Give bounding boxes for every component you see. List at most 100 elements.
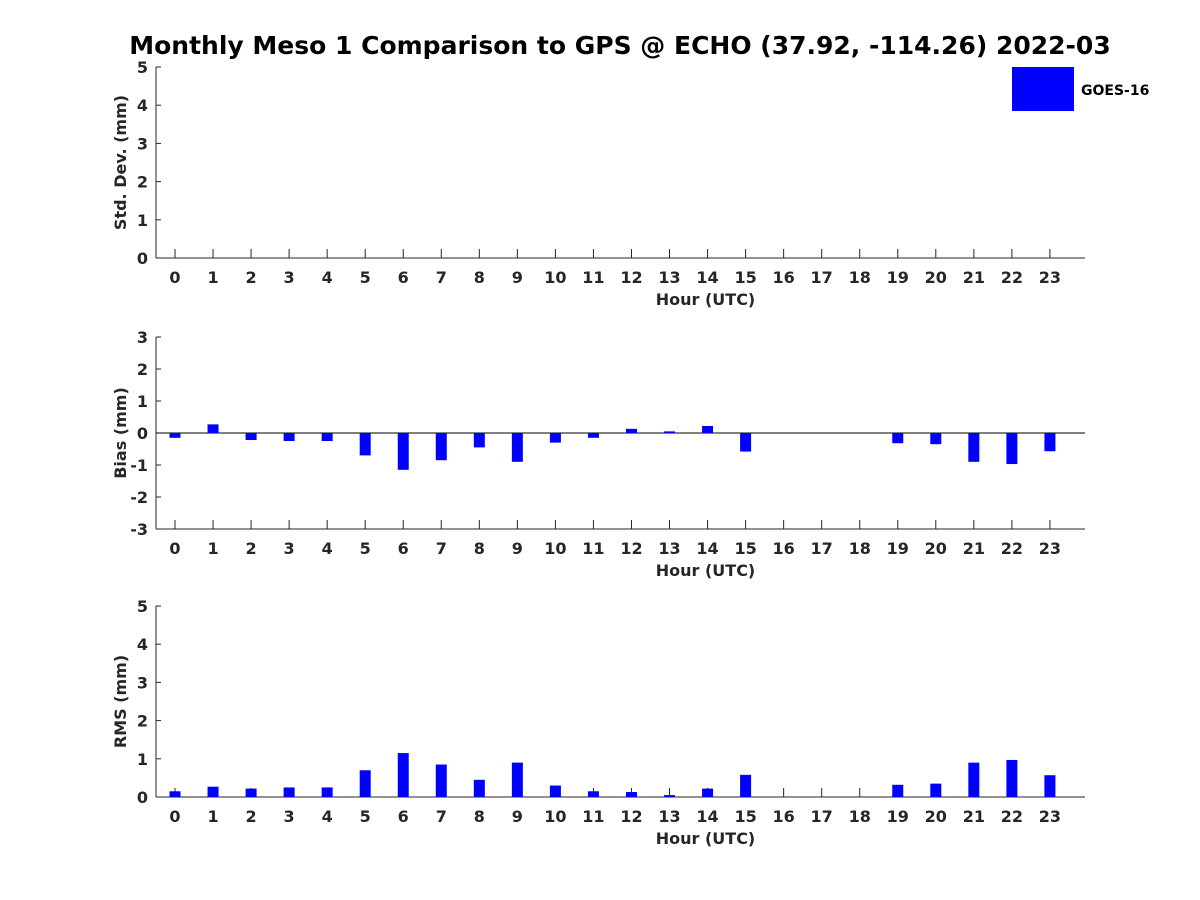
bar: [511, 433, 523, 462]
x-tick-label: 20: [925, 539, 947, 558]
y-tick-label: 3: [137, 673, 148, 692]
y-tick-label: 3: [137, 328, 148, 347]
x-tick-label: 21: [963, 268, 985, 287]
x-tick-label: 18: [849, 807, 871, 826]
bar: [587, 791, 599, 797]
x-tick-label: 5: [360, 268, 371, 287]
x-tick-label: 17: [811, 268, 833, 287]
x-tick-label: 21: [963, 807, 985, 826]
bar: [930, 433, 942, 445]
x-tick-label: 11: [582, 539, 604, 558]
x-tick-label: 8: [474, 539, 485, 558]
y-tick-label: 0: [137, 424, 148, 443]
x-tick-label: 19: [887, 539, 909, 558]
bar: [359, 433, 371, 456]
x-tick-label: 4: [322, 268, 333, 287]
bar: [587, 433, 599, 438]
x-tick-label: 22: [1001, 539, 1023, 558]
bar: [1006, 433, 1018, 465]
y-tick-label: 2: [137, 173, 148, 192]
y-tick-label: -1: [130, 456, 148, 475]
x-tick-label: 1: [207, 807, 218, 826]
x-tick-label: 9: [512, 268, 523, 287]
y-tick-label: 4: [137, 96, 148, 115]
x-tick-label: 0: [169, 539, 180, 558]
x-tick-label: 7: [436, 268, 447, 287]
bar: [930, 783, 942, 797]
bar: [1044, 433, 1056, 452]
x-tick-label: 22: [1001, 268, 1023, 287]
bar: [702, 788, 714, 797]
x-tick-label: 11: [582, 807, 604, 826]
x-tick-label: 20: [925, 268, 947, 287]
y-tick-label: -2: [130, 488, 148, 507]
legend-label: GOES-16: [1081, 83, 1149, 99]
x-tick-label: 11: [582, 268, 604, 287]
x-tick-label: 14: [696, 539, 718, 558]
x-tick-label: 2: [246, 807, 257, 826]
x-tick-label: 5: [360, 807, 371, 826]
x-tick-label: 21: [963, 539, 985, 558]
bar: [359, 770, 371, 797]
x-tick-label: 15: [734, 807, 756, 826]
bar: [664, 431, 676, 433]
x-tick-label: 0: [169, 807, 180, 826]
bar: [1006, 759, 1018, 797]
y-axis-label: RMS (mm): [111, 655, 130, 748]
x-tick-label: 6: [398, 268, 409, 287]
bar: [207, 424, 219, 433]
x-axis-label: Hour (UTC): [656, 829, 756, 848]
x-tick-label: 3: [284, 539, 295, 558]
x-tick-label: 13: [658, 268, 680, 287]
x-tick-label: 16: [773, 539, 795, 558]
x-tick-label: 13: [658, 807, 680, 826]
bar: [625, 792, 637, 797]
x-tick-label: 17: [811, 807, 833, 826]
y-tick-label: 1: [137, 392, 148, 411]
chart-title: Monthly Meso 1 Comparison to GPS @ ECHO …: [129, 31, 1110, 60]
x-tick-label: 10: [544, 539, 566, 558]
x-tick-label: 10: [544, 807, 566, 826]
bar: [740, 774, 752, 797]
x-tick-label: 4: [322, 539, 333, 558]
bar: [1044, 775, 1056, 797]
x-tick-label: 13: [658, 539, 680, 558]
legend: GOES-16: [1012, 67, 1149, 111]
x-tick-label: 15: [734, 268, 756, 287]
y-tick-label: -3: [130, 520, 148, 539]
y-tick-label: 3: [137, 134, 148, 153]
x-tick-label: 8: [474, 268, 485, 287]
bar: [473, 433, 485, 448]
x-tick-label: 14: [696, 268, 718, 287]
x-tick-label: 23: [1039, 807, 1061, 826]
y-tick-label: 5: [137, 58, 148, 77]
bar: [968, 762, 980, 797]
y-tick-label: 1: [137, 211, 148, 230]
bar: [283, 433, 295, 441]
bar: [321, 787, 333, 797]
x-tick-label: 12: [620, 539, 642, 558]
bar: [968, 433, 980, 462]
bar: [397, 433, 409, 470]
x-tick-label: 4: [322, 807, 333, 826]
x-tick-label: 2: [246, 539, 257, 558]
x-tick-label: 1: [207, 539, 218, 558]
x-tick-label: 9: [512, 807, 523, 826]
x-tick-label: 18: [849, 539, 871, 558]
bar: [625, 428, 637, 433]
x-tick-label: 8: [474, 807, 485, 826]
x-axis-label: Hour (UTC): [656, 290, 756, 309]
x-tick-label: 16: [773, 268, 795, 287]
x-tick-label: 19: [887, 807, 909, 826]
x-tick-label: 3: [284, 268, 295, 287]
bar: [549, 785, 561, 797]
y-tick-label: 0: [137, 249, 148, 268]
y-tick-label: 1: [137, 750, 148, 769]
x-tick-label: 18: [849, 268, 871, 287]
bar: [169, 433, 181, 438]
x-tick-label: 7: [436, 539, 447, 558]
y-axis-label: Bias (mm): [111, 387, 130, 479]
